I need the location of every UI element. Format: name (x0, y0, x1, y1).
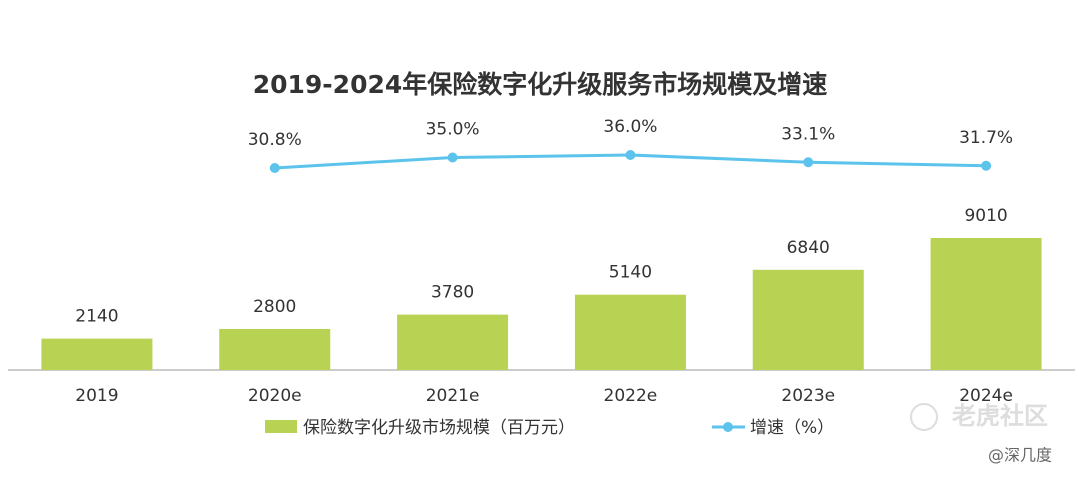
bar-value-label: 3780 (431, 283, 474, 303)
bar-value-label: 2800 (253, 297, 296, 317)
watermark-icon (910, 403, 938, 431)
x-tick-label: 2023e (781, 386, 835, 406)
line-value-label: 33.1% (781, 124, 835, 144)
chart-title: 2019-2024年保险数字化升级服务市场规模及增速 (253, 70, 828, 99)
watermark-author: @深几度 (988, 446, 1052, 465)
x-tick-label: 2020e (248, 386, 302, 406)
bar (397, 314, 509, 370)
line-value-label: 31.7% (959, 128, 1013, 148)
x-tick-label: 2019 (75, 386, 118, 406)
legend-label: 增速（%） (750, 418, 834, 438)
x-tick-label: 2021e (426, 386, 480, 406)
bar-value-label: 2140 (75, 307, 118, 327)
bar-value-label: 5140 (609, 263, 652, 283)
bar (930, 238, 1042, 370)
bar (41, 338, 153, 370)
bar-value-label: 6840 (787, 238, 830, 258)
x-tick-label: 2022e (604, 386, 658, 406)
line-point (981, 160, 992, 171)
bar-value-label: 9010 (964, 206, 1007, 226)
legend-swatch (265, 420, 297, 433)
legend-label: 保险数字化升级市场规模（百万元） (303, 418, 575, 438)
x-tick-label: 2024e (959, 386, 1013, 406)
bar (219, 328, 331, 370)
line-point (803, 157, 814, 168)
line-point (447, 152, 458, 163)
watermark-logo: 老虎社区 (952, 402, 1048, 430)
line-value-label: 30.8% (248, 130, 302, 150)
bar (574, 294, 686, 370)
line-value-label: 36.0% (603, 117, 657, 137)
line-point (269, 163, 280, 173)
line-point (625, 150, 636, 160)
bar (752, 269, 864, 370)
line-value-label: 35.0% (426, 120, 480, 140)
legend-swatch-point (723, 422, 733, 432)
